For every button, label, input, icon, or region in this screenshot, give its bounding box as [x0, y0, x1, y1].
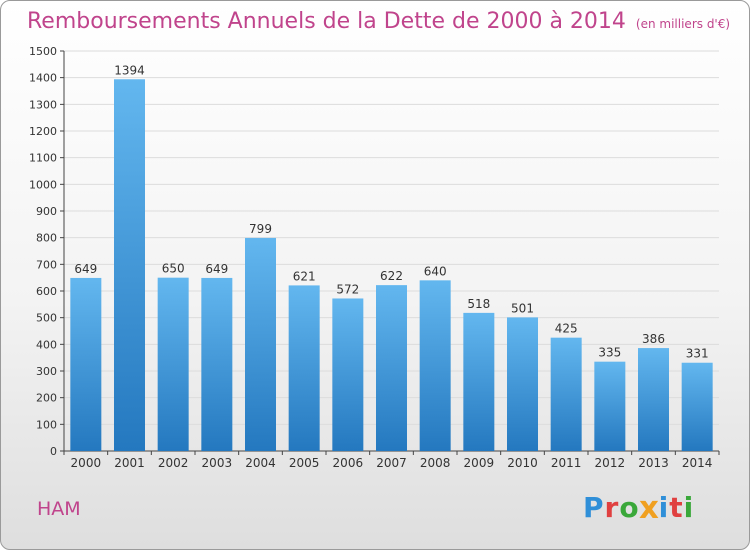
x-tick-label-2002: 2002	[158, 456, 189, 470]
x-tick-label-2000: 2000	[71, 456, 102, 470]
axes: 0 100 200 300 400 500 600 700 800 900 1000 1100 1200…	[29, 45, 720, 470]
data-label-2007: 622	[380, 269, 403, 283]
data-label-2005: 621	[293, 269, 316, 283]
logo-letter: x	[638, 489, 660, 526]
x-tick-label-2011: 2011	[551, 456, 582, 470]
x-tick-label-2006: 2006	[333, 456, 364, 470]
bar-2001	[114, 79, 145, 452]
bar-2007	[376, 285, 407, 451]
data-label-2004: 799	[249, 222, 272, 236]
y-tick-label: 500	[36, 312, 57, 325]
proxiti-logo[interactable]: Proxiti	[583, 489, 695, 526]
x-tick-label-2004: 2004	[245, 456, 276, 470]
y-tick-label: 1200	[29, 125, 57, 138]
bar-2012	[594, 361, 626, 451]
logo-letter: t	[669, 491, 684, 524]
bars	[70, 79, 713, 452]
bar-2000	[70, 277, 102, 451]
y-tick-label: 1300	[29, 98, 57, 111]
data-label-2013: 386	[642, 332, 665, 346]
y-tick-label: 100	[36, 418, 57, 431]
y-tick-label: 300	[36, 365, 57, 378]
x-tick-label-2010: 2010	[507, 456, 538, 470]
bar-2010	[507, 317, 538, 451]
y-tick-label: 400	[36, 338, 57, 351]
chart-unit-text: (en milliers d'€)	[635, 17, 731, 31]
data-label-2012: 335	[598, 346, 621, 360]
bar-2003	[201, 277, 233, 451]
logo-letter: r	[604, 491, 620, 524]
data-label-2002: 650	[162, 262, 185, 276]
logo-letter: P	[583, 491, 605, 524]
x-tick-label-2008: 2008	[420, 456, 451, 470]
y-tick-label: 1400	[29, 72, 57, 85]
bar-2005	[288, 285, 320, 451]
commune-name: HAM	[37, 498, 81, 520]
data-label-2014: 331	[686, 347, 709, 361]
y-tick-label: 0	[50, 445, 57, 458]
y-tick-label: 1500	[29, 45, 57, 58]
logo-letter: o	[619, 491, 640, 524]
y-tick-label: 800	[36, 232, 57, 245]
bar-2009	[463, 312, 495, 451]
data-label-2009: 518	[467, 297, 490, 311]
bar-2006	[332, 298, 364, 451]
x-tick-label-2005: 2005	[289, 456, 320, 470]
logo-letter: i	[683, 491, 695, 524]
y-tick-label: 700	[36, 258, 57, 271]
x-tick-label-2013: 2013	[638, 456, 669, 470]
x-tick-label-2001: 2001	[114, 456, 145, 470]
x-tick-label-2009: 2009	[464, 456, 495, 470]
data-label-2008: 640	[424, 264, 447, 278]
y-tick-label: 900	[36, 205, 57, 218]
data-label-2006: 572	[336, 282, 359, 296]
y-tick-label: 1000	[29, 178, 57, 191]
y-tick-label: 600	[36, 285, 57, 298]
x-tick-label-2014: 2014	[682, 456, 713, 470]
x-tick-label-2003: 2003	[202, 456, 233, 470]
chart-title: Remboursements Annuels de la Dette de 20…	[27, 9, 730, 34]
logo-letter: i	[658, 491, 670, 524]
x-tick-label-2012: 2012	[595, 456, 626, 470]
data-label-2003: 649	[205, 262, 228, 276]
bar-2014	[681, 362, 713, 451]
x-tick-label-2007: 2007	[376, 456, 407, 470]
data-label-2011: 425	[555, 322, 578, 336]
bar-2004	[245, 237, 276, 451]
chart-title-text: Remboursements Annuels de la Dette de 20…	[27, 9, 626, 34]
data-label-2010: 501	[511, 301, 534, 315]
bar-2008	[419, 280, 451, 451]
data-label-2001: 1394	[114, 63, 145, 77]
y-tick-label: 1100	[29, 152, 57, 165]
data-label-2000: 649	[74, 262, 97, 276]
bar-2002	[157, 277, 189, 451]
bar-2013	[638, 348, 669, 451]
y-tick-label: 200	[36, 392, 57, 405]
bar-2011	[550, 337, 582, 451]
data-labels: 649 1394 650 649 799 621 572 622 640 518 501 425 335…	[74, 63, 708, 360]
